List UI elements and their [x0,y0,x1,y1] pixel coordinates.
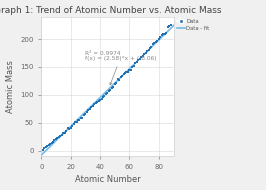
Point [79,116,83,119]
Point [49,141,54,144]
Point [146,48,151,51]
Point [73,121,77,124]
Point [48,142,52,146]
Point [157,37,161,40]
Point [88,107,92,110]
Point [85,110,89,113]
Point [105,92,110,95]
Point [145,50,149,53]
Point [41,149,45,152]
Point [80,116,85,120]
Y-axis label: Atomic Mass: Atomic Mass [6,60,15,113]
Point [52,139,57,142]
Point [155,39,160,42]
Point [132,64,136,67]
Text: R² = 0.9974
f(x) = (2.58)*x + (-8.06): R² = 0.9974 f(x) = (2.58)*x + (-8.06) [85,51,157,85]
X-axis label: Atomic Number: Atomic Number [74,175,140,184]
Point [72,122,76,125]
Point [114,81,118,84]
Point [102,94,107,97]
Point [42,147,46,150]
Point [111,85,115,88]
Point [143,51,148,55]
Point [161,32,165,36]
Point [51,140,55,143]
Point [158,35,163,38]
Point [139,56,143,59]
Point [133,61,138,64]
Point [98,98,102,101]
Point [140,55,145,58]
Title: Graph 1: Trend of Atomic Number vs. Atomic Mass: Graph 1: Trend of Atomic Number vs. Atom… [0,6,221,15]
Point [104,93,108,96]
Point [55,136,60,139]
Legend: Data, Data - fit: Data, Data - fit [175,17,212,33]
Point [118,76,123,79]
Point [69,127,73,130]
Point [44,145,48,148]
Point [123,72,127,75]
Point [92,102,96,105]
Point [126,70,130,74]
Point [63,131,67,134]
Point [135,60,139,63]
Point [136,59,140,62]
Point [120,75,124,78]
Point [168,23,173,26]
Point [163,32,167,36]
Point [70,124,74,127]
Point [99,97,104,100]
Point [64,129,68,132]
Point [57,136,61,139]
Point [61,132,65,135]
Point [152,42,157,45]
Point [154,40,158,43]
Point [113,83,117,86]
Point [101,96,105,99]
Point [151,43,155,46]
Point [95,100,99,103]
Point [122,73,126,76]
Point [148,47,152,50]
Point [89,105,93,108]
Point [77,118,82,121]
Point [160,33,164,36]
Point [108,89,113,92]
Point [142,53,146,56]
Point [107,90,111,93]
Point [138,57,142,60]
Point [127,69,132,72]
Point [167,25,171,28]
Point [129,68,133,71]
Point [115,78,120,81]
Point [124,71,129,74]
Point [165,25,170,28]
Point [130,65,135,68]
Point [90,105,95,108]
Point [74,120,79,123]
Point [86,109,90,112]
Point [54,138,58,141]
Point [117,78,121,81]
Point [149,45,153,48]
Point [47,143,51,146]
Point [94,101,98,105]
Point [45,144,49,147]
Point [60,133,64,136]
Point [164,32,168,35]
Point [76,119,80,122]
Point [66,127,70,130]
Point [97,100,101,103]
Point [110,86,114,89]
Point [83,113,88,116]
Point [82,114,86,117]
Point [58,134,63,137]
Point [67,127,71,130]
